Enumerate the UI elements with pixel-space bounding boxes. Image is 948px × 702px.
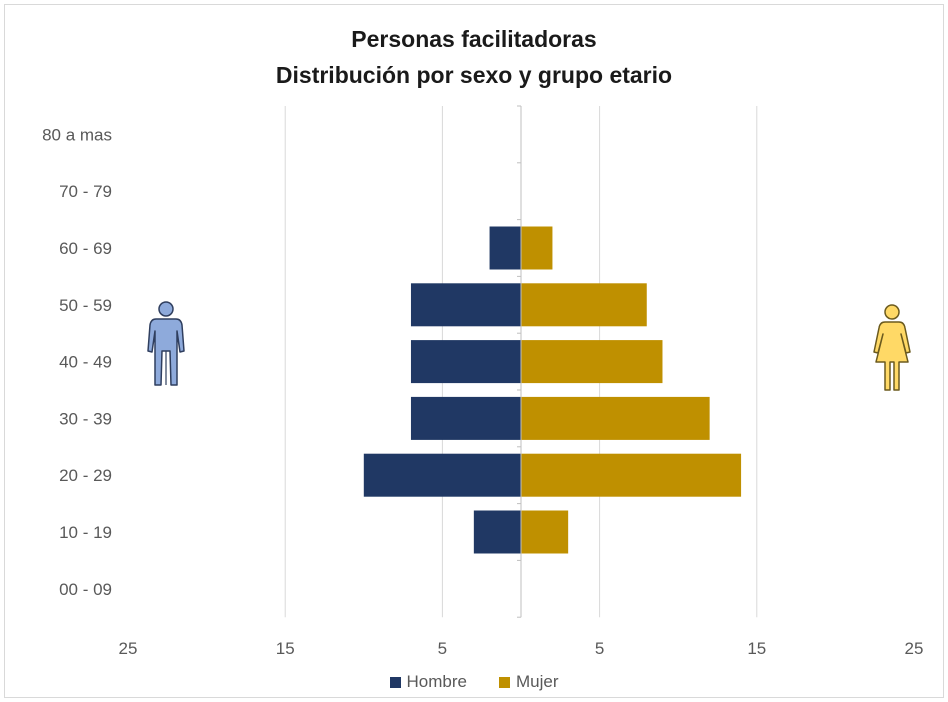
x-tick-label: 15 bbox=[747, 639, 766, 658]
y-tick-label: 00 - 09 bbox=[59, 580, 112, 599]
bar-mujer bbox=[521, 283, 647, 327]
bar-mujer bbox=[521, 226, 553, 270]
legend-item-hombre: Hombre bbox=[389, 672, 467, 692]
bar-mujer bbox=[521, 510, 569, 554]
x-tick-label: 25 bbox=[905, 639, 924, 658]
man-icon bbox=[147, 301, 185, 386]
legend-swatch-hombre bbox=[389, 676, 401, 688]
bar-mujer bbox=[521, 453, 742, 497]
y-tick-label: 30 - 39 bbox=[59, 409, 112, 428]
bar-hombre bbox=[363, 453, 521, 497]
bars bbox=[363, 226, 742, 554]
legend-label-mujer: Mujer bbox=[515, 672, 559, 691]
x-tick-label: 5 bbox=[438, 639, 447, 658]
chart-subtitle: Distribución por sexo y grupo etario bbox=[275, 62, 673, 88]
y-tick-label: 40 - 49 bbox=[59, 353, 112, 372]
axes: 25 15 5 5 15 25 00 - 09 10 - 19 20 - 29 30 - 39 40… bbox=[42, 105, 924, 658]
y-tick-label: 20 - 29 bbox=[59, 466, 112, 485]
y-tick-label: 50 - 59 bbox=[59, 296, 112, 315]
bar-hombre bbox=[410, 340, 521, 384]
x-tick-label: 5 bbox=[595, 639, 604, 658]
bar-mujer bbox=[521, 340, 663, 384]
bar-hombre bbox=[410, 396, 521, 440]
bar-hombre bbox=[489, 226, 521, 270]
legend: Hombre Mujer bbox=[0, 672, 948, 692]
y-tick-label: 70 - 79 bbox=[59, 182, 112, 201]
x-tick-label: 15 bbox=[276, 639, 295, 658]
bar-mujer bbox=[521, 396, 710, 440]
chart-title: Personas facilitadoras bbox=[351, 26, 597, 52]
bar-hombre bbox=[410, 283, 521, 327]
y-tick-label: 80 a mas bbox=[42, 125, 112, 144]
y-tick-label: 60 - 69 bbox=[59, 239, 112, 258]
legend-label-hombre: Hombre bbox=[406, 672, 467, 691]
legend-item-mujer: Mujer bbox=[498, 672, 559, 692]
x-tick-label: 25 bbox=[119, 639, 138, 658]
y-tick-label: 10 - 19 bbox=[59, 523, 112, 542]
bar-hombre bbox=[473, 510, 521, 554]
woman-icon bbox=[873, 304, 911, 391]
legend-swatch-mujer bbox=[498, 676, 510, 688]
